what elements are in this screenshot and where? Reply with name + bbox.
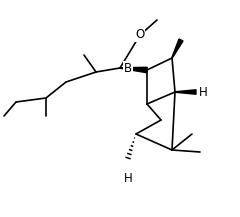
Text: H: H [199, 85, 208, 99]
Polygon shape [172, 39, 183, 58]
Text: B: B [124, 61, 132, 74]
Text: H: H [124, 172, 132, 185]
Polygon shape [175, 90, 196, 94]
Polygon shape [120, 67, 147, 73]
Text: O: O [135, 28, 145, 41]
